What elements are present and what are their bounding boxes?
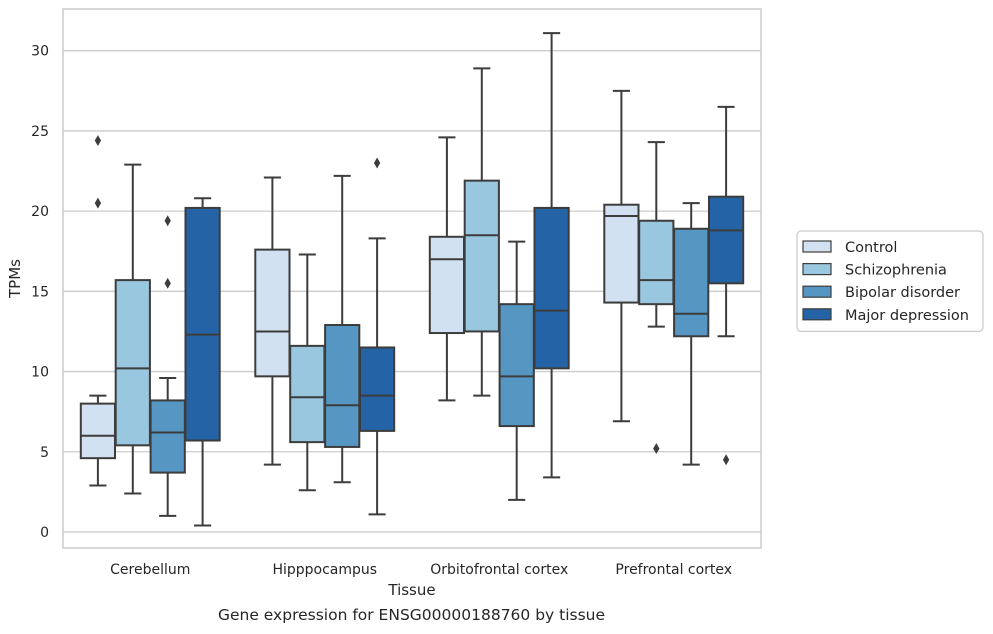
- x-tick-label: Cerebellum: [110, 562, 190, 578]
- box-iqr: [707, 195, 745, 285]
- box-plot: [114, 163, 151, 495]
- y-tick-labels: 0 5 10 15 20 25 30: [31, 44, 49, 541]
- box-plot: [254, 176, 291, 466]
- box-plot: [707, 105, 745, 338]
- box-plot: [358, 237, 396, 516]
- chart: 0 5 10 15 20 25 30 Cerebellum Hipppocampus Orbit…: [6, 8, 984, 599]
- box-plot: [149, 376, 186, 517]
- y-tick-label: 0: [40, 525, 49, 541]
- legend-swatch: [802, 240, 832, 253]
- box-iqr: [638, 219, 675, 306]
- box-iqr: [533, 206, 570, 370]
- figure-caption: Gene expression for ENSG00000188760 by t…: [217, 606, 606, 624]
- box-plots: [79, 32, 745, 527]
- box-iqr: [428, 235, 466, 335]
- box-iqr: [498, 303, 535, 428]
- box-iqr: [673, 227, 710, 338]
- y-tick-label: 25: [31, 124, 49, 140]
- box-iqr: [603, 203, 640, 304]
- box-plot: [603, 89, 640, 423]
- legend-label: Major depression: [845, 308, 969, 324]
- outlier-point: [373, 157, 381, 169]
- box-iqr: [149, 399, 186, 474]
- y-tick-label: 5: [40, 445, 49, 461]
- box-plot: [184, 197, 221, 527]
- y-tick-label: 10: [31, 365, 49, 381]
- y-tick-label: 15: [31, 284, 49, 300]
- box-iqr: [324, 324, 361, 448]
- y-axis-label: TPMs: [6, 259, 24, 299]
- box-plot: [324, 174, 361, 484]
- legend: Control Schizophrenia Bipolar disorder Majo…: [796, 230, 984, 333]
- legend-frame: [796, 230, 984, 333]
- legend-swatch: [802, 308, 832, 321]
- box-iqr: [254, 248, 291, 378]
- legend-label: Schizophrenia: [845, 263, 947, 279]
- outlier-point: [94, 197, 102, 209]
- box-plot: [673, 202, 710, 466]
- outlier-point: [164, 277, 171, 289]
- box-plot: [289, 253, 326, 492]
- box-iqr: [289, 344, 326, 444]
- outlier-point: [164, 215, 171, 227]
- legend-swatch: [802, 285, 832, 298]
- outlier-point: [722, 454, 730, 466]
- x-tick-labels: Cerebellum Hipppocampus Orbitofrontal cort…: [110, 562, 732, 578]
- box-plot: [498, 240, 535, 501]
- x-axis-label: Tissue: [387, 581, 435, 599]
- box-plot: [638, 141, 675, 328]
- x-tick-label: Prefrontal cortex: [615, 562, 732, 578]
- box-iqr: [463, 179, 500, 333]
- box-plot: [463, 67, 500, 397]
- box-plot: [79, 394, 117, 487]
- box-iqr: [184, 206, 221, 442]
- box-iqr: [358, 346, 396, 432]
- legend-label: Bipolar disorder: [845, 285, 960, 301]
- plot-frame: [62, 8, 762, 549]
- box-plot: [428, 136, 466, 402]
- y-tick-label: 30: [31, 44, 49, 60]
- x-tick-label: Hipppocampus: [272, 562, 377, 578]
- box-plot: [533, 32, 570, 479]
- legend-label: Control: [845, 240, 897, 256]
- box-iqr: [79, 402, 117, 460]
- y-tick-label: 20: [31, 204, 49, 220]
- outlier-point: [94, 135, 102, 147]
- outlier-point: [653, 443, 660, 455]
- x-tick-label: Orbitofrontal cortex: [430, 562, 568, 578]
- box-iqr: [114, 279, 151, 447]
- legend-swatch: [802, 263, 832, 276]
